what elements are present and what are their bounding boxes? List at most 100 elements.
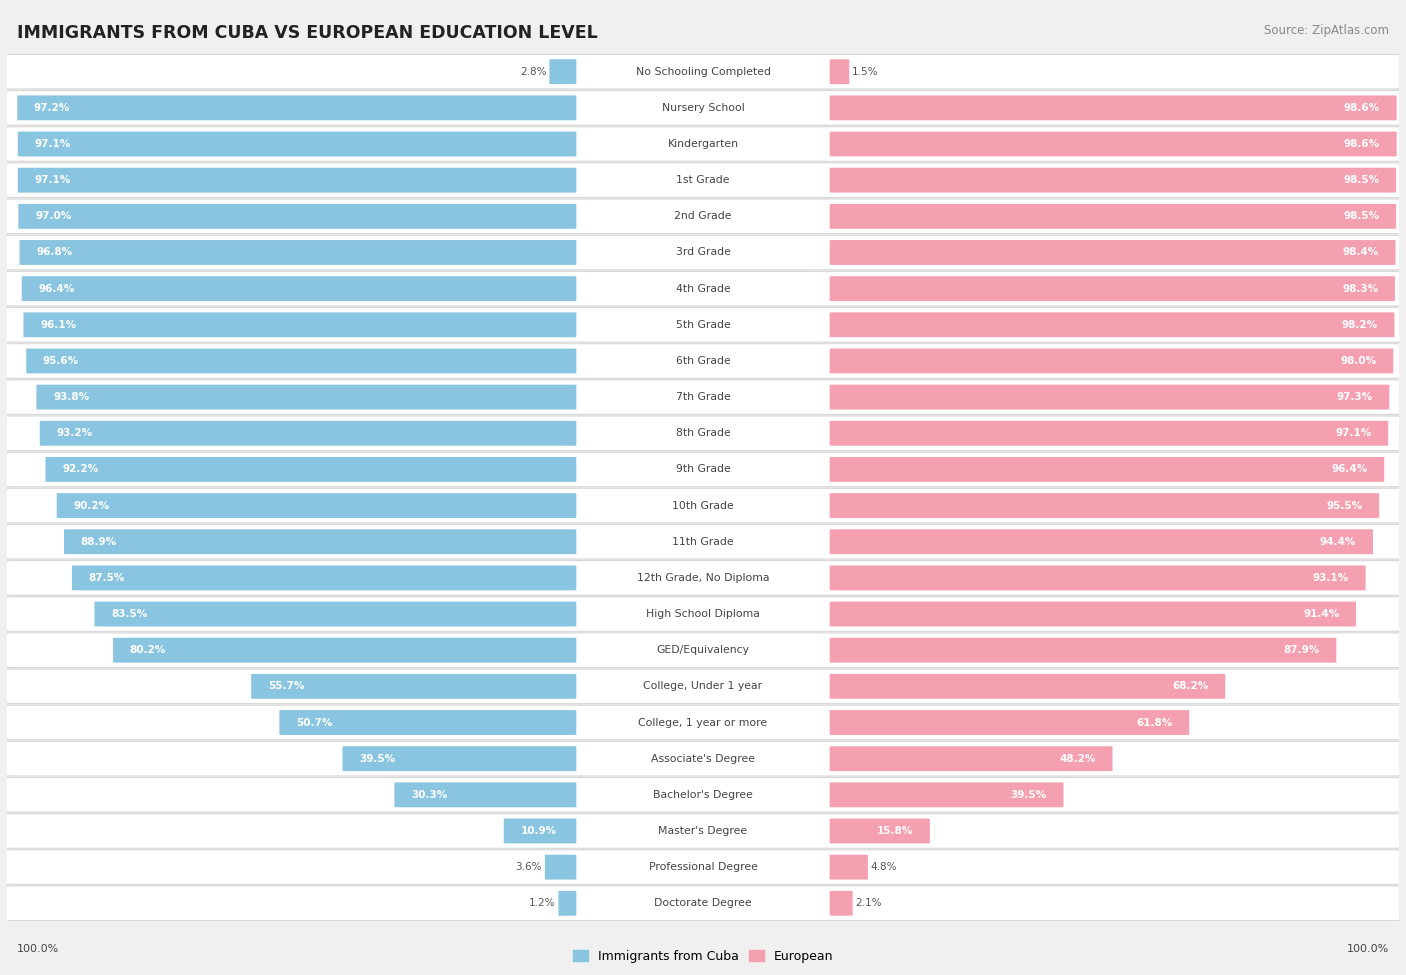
FancyBboxPatch shape — [830, 819, 929, 843]
Text: 10th Grade: 10th Grade — [672, 500, 734, 511]
FancyBboxPatch shape — [18, 168, 576, 193]
FancyBboxPatch shape — [3, 271, 1403, 306]
FancyBboxPatch shape — [3, 91, 1403, 125]
FancyBboxPatch shape — [65, 529, 576, 554]
FancyBboxPatch shape — [45, 457, 576, 482]
FancyBboxPatch shape — [72, 566, 576, 590]
FancyBboxPatch shape — [17, 96, 576, 120]
Text: Associate's Degree: Associate's Degree — [651, 754, 755, 763]
Text: 98.6%: 98.6% — [1344, 102, 1379, 113]
Text: 55.7%: 55.7% — [269, 682, 304, 691]
Text: 92.2%: 92.2% — [62, 464, 98, 475]
FancyBboxPatch shape — [830, 855, 868, 879]
Text: 93.8%: 93.8% — [53, 392, 89, 402]
Text: 91.4%: 91.4% — [1303, 609, 1340, 619]
FancyBboxPatch shape — [39, 421, 576, 446]
Text: IMMIGRANTS FROM CUBA VS EUROPEAN EDUCATION LEVEL: IMMIGRANTS FROM CUBA VS EUROPEAN EDUCATI… — [17, 24, 598, 42]
Text: 48.2%: 48.2% — [1060, 754, 1095, 763]
Text: Kindergarten: Kindergarten — [668, 139, 738, 149]
FancyBboxPatch shape — [3, 307, 1403, 342]
Text: 94.4%: 94.4% — [1320, 536, 1357, 547]
FancyBboxPatch shape — [830, 204, 1396, 229]
Text: 3.6%: 3.6% — [516, 862, 543, 873]
Text: 87.5%: 87.5% — [89, 573, 125, 583]
FancyBboxPatch shape — [830, 566, 1365, 590]
FancyBboxPatch shape — [3, 488, 1403, 523]
Text: 98.5%: 98.5% — [1343, 212, 1379, 221]
FancyBboxPatch shape — [252, 674, 576, 699]
Text: 4th Grade: 4th Grade — [676, 284, 730, 293]
FancyBboxPatch shape — [830, 385, 1389, 409]
FancyBboxPatch shape — [830, 782, 1063, 807]
Text: 61.8%: 61.8% — [1136, 718, 1173, 727]
Text: 12th Grade, No Diploma: 12th Grade, No Diploma — [637, 573, 769, 583]
Text: 97.0%: 97.0% — [35, 212, 72, 221]
Text: College, 1 year or more: College, 1 year or more — [638, 718, 768, 727]
Legend: Immigrants from Cuba, European: Immigrants from Cuba, European — [572, 950, 834, 963]
FancyBboxPatch shape — [830, 602, 1355, 627]
Text: 2.8%: 2.8% — [520, 66, 547, 77]
Text: Bachelor's Degree: Bachelor's Degree — [652, 790, 754, 799]
FancyBboxPatch shape — [3, 127, 1403, 161]
FancyBboxPatch shape — [3, 55, 1403, 89]
FancyBboxPatch shape — [3, 416, 1403, 450]
FancyBboxPatch shape — [112, 638, 576, 663]
FancyBboxPatch shape — [3, 561, 1403, 595]
Text: GED/Equivalency: GED/Equivalency — [657, 645, 749, 655]
Text: 96.8%: 96.8% — [37, 248, 72, 257]
Text: 97.3%: 97.3% — [1336, 392, 1372, 402]
FancyBboxPatch shape — [830, 891, 852, 916]
Text: 3rd Grade: 3rd Grade — [675, 248, 731, 257]
Text: 95.5%: 95.5% — [1326, 500, 1362, 511]
Text: Source: ZipAtlas.com: Source: ZipAtlas.com — [1264, 24, 1389, 37]
FancyBboxPatch shape — [280, 710, 576, 735]
Text: 87.9%: 87.9% — [1284, 645, 1320, 655]
FancyBboxPatch shape — [3, 597, 1403, 632]
Text: 97.2%: 97.2% — [34, 102, 70, 113]
Text: 93.1%: 93.1% — [1313, 573, 1348, 583]
FancyBboxPatch shape — [830, 638, 1336, 663]
Text: College, Under 1 year: College, Under 1 year — [644, 682, 762, 691]
FancyBboxPatch shape — [27, 348, 576, 373]
Text: 97.1%: 97.1% — [35, 176, 70, 185]
FancyBboxPatch shape — [3, 380, 1403, 414]
FancyBboxPatch shape — [20, 240, 576, 265]
FancyBboxPatch shape — [830, 240, 1396, 265]
FancyBboxPatch shape — [830, 312, 1395, 337]
FancyBboxPatch shape — [343, 746, 576, 771]
FancyBboxPatch shape — [830, 421, 1388, 446]
Text: No Schooling Completed: No Schooling Completed — [636, 66, 770, 77]
Text: 9th Grade: 9th Grade — [676, 464, 730, 475]
Text: 11th Grade: 11th Grade — [672, 536, 734, 547]
FancyBboxPatch shape — [3, 777, 1403, 812]
Text: 98.2%: 98.2% — [1341, 320, 1378, 330]
FancyBboxPatch shape — [37, 385, 576, 409]
Text: 39.5%: 39.5% — [1011, 790, 1047, 799]
Text: Doctorate Degree: Doctorate Degree — [654, 898, 752, 909]
FancyBboxPatch shape — [830, 276, 1395, 301]
FancyBboxPatch shape — [830, 59, 849, 84]
FancyBboxPatch shape — [3, 452, 1403, 487]
Text: 68.2%: 68.2% — [1173, 682, 1209, 691]
Text: 80.2%: 80.2% — [129, 645, 166, 655]
Text: 83.5%: 83.5% — [111, 609, 148, 619]
Text: 95.6%: 95.6% — [44, 356, 79, 366]
Text: 39.5%: 39.5% — [359, 754, 395, 763]
Text: 50.7%: 50.7% — [297, 718, 332, 727]
FancyBboxPatch shape — [503, 819, 576, 843]
Text: 2.1%: 2.1% — [855, 898, 882, 909]
Text: 1.2%: 1.2% — [529, 898, 555, 909]
FancyBboxPatch shape — [830, 493, 1379, 518]
Text: 98.6%: 98.6% — [1344, 139, 1379, 149]
Text: 96.4%: 96.4% — [38, 284, 75, 293]
Text: 7th Grade: 7th Grade — [676, 392, 730, 402]
Text: 97.1%: 97.1% — [35, 139, 70, 149]
Text: 30.3%: 30.3% — [411, 790, 447, 799]
Text: 5th Grade: 5th Grade — [676, 320, 730, 330]
FancyBboxPatch shape — [3, 705, 1403, 740]
Text: Nursery School: Nursery School — [662, 102, 744, 113]
Text: 93.2%: 93.2% — [56, 428, 93, 439]
FancyBboxPatch shape — [3, 814, 1403, 848]
FancyBboxPatch shape — [3, 163, 1403, 198]
Text: 90.2%: 90.2% — [73, 500, 110, 511]
